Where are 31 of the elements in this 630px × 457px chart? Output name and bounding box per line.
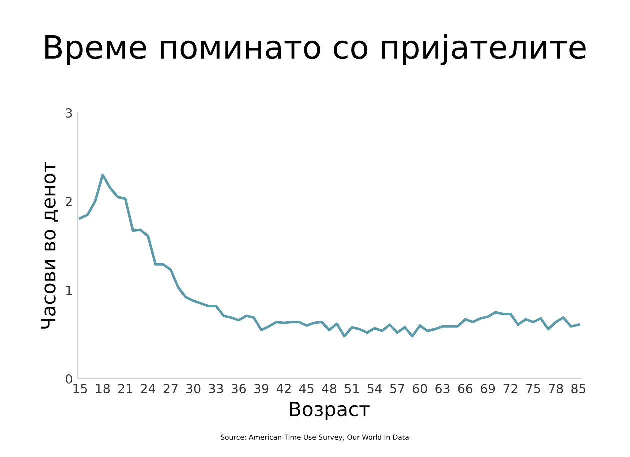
y-axis-title: Часови во денот xyxy=(41,162,58,329)
x-tick-label: 54 xyxy=(368,384,382,394)
x-tick-label: 66 xyxy=(458,384,473,394)
y-tick-label: 2 xyxy=(66,197,72,206)
x-tick-label: 45 xyxy=(300,384,314,394)
x-tick-label: 63 xyxy=(436,384,450,394)
x-tick-label: 60 xyxy=(413,384,428,394)
x-tick-label: 72 xyxy=(504,384,518,394)
x-tick-label: 36 xyxy=(232,384,246,394)
x-tick-label: 75 xyxy=(526,384,540,394)
x-tick-label: 27 xyxy=(164,384,178,394)
x-tick-label: 57 xyxy=(390,384,404,394)
x-tick-label: 39 xyxy=(254,384,269,394)
x-tick-label: 48 xyxy=(322,384,337,394)
y-tick-label: 0 xyxy=(66,374,72,384)
y-tick-label: 3 xyxy=(66,108,72,118)
x-tick-label: 42 xyxy=(276,384,291,394)
line-series xyxy=(79,174,580,338)
x-tick-label: 18 xyxy=(96,384,110,394)
x-tick-label: 24 xyxy=(141,384,156,394)
x-tick-label: 51 xyxy=(345,384,359,394)
chart-title: Време поминато со пријателите xyxy=(46,34,586,66)
x-tick-label: 69 xyxy=(481,384,496,394)
x-tick-label: 85 xyxy=(572,384,586,394)
x-tick-label: 15 xyxy=(74,384,88,394)
x-tick-label: 33 xyxy=(209,384,224,394)
x-tick-label: 21 xyxy=(118,384,132,394)
x-tick-label: 78 xyxy=(549,384,564,394)
x-axis-title: Возраст xyxy=(290,402,370,420)
x-tick-label: 30 xyxy=(186,384,201,394)
y-tick-label: 1 xyxy=(66,286,72,296)
